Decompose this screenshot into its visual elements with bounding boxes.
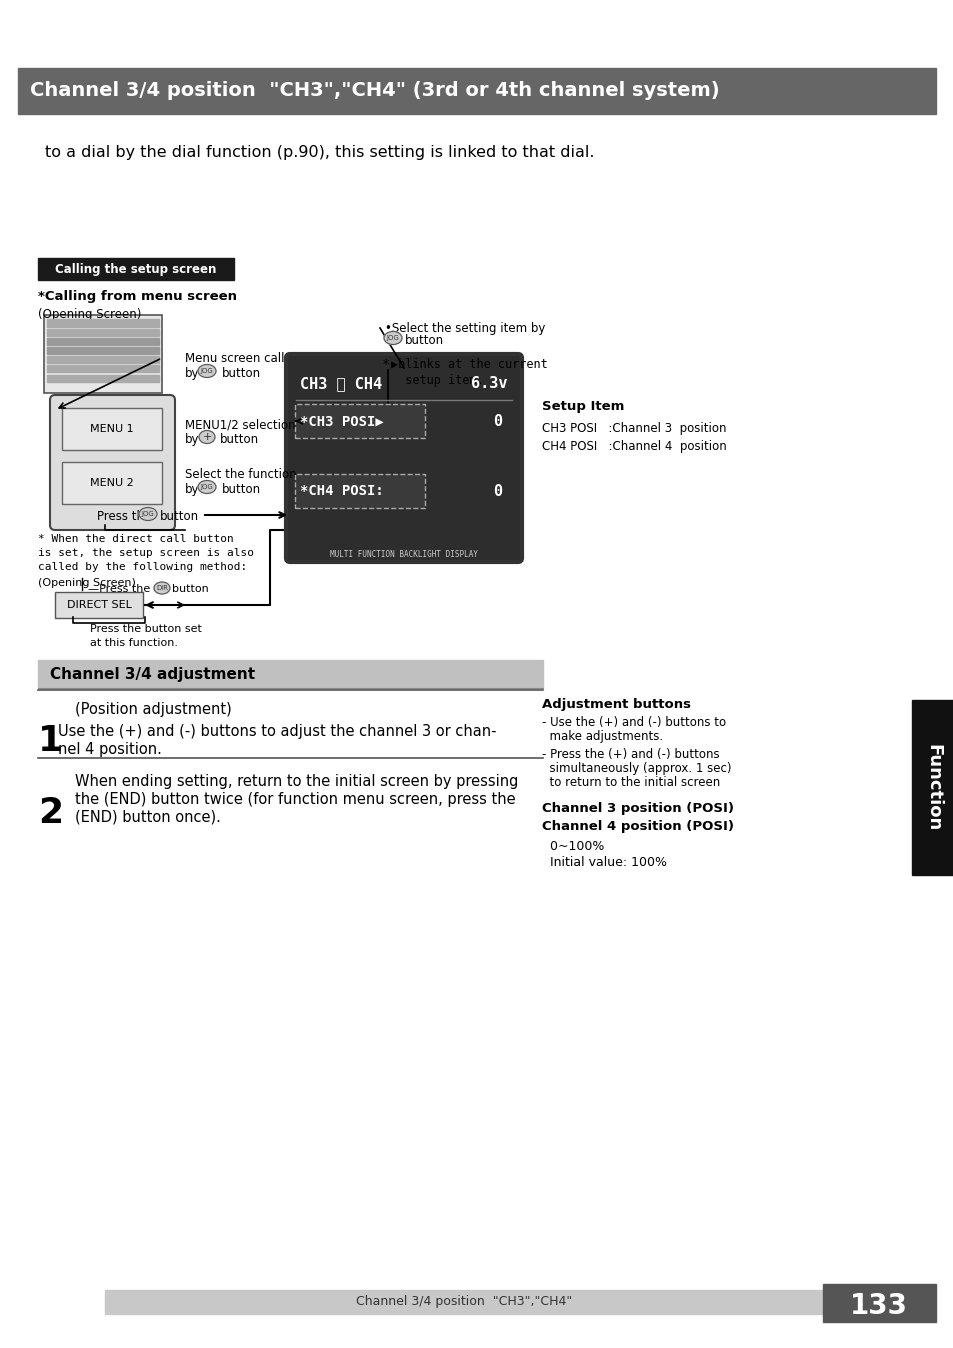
Text: Press the: Press the (97, 510, 152, 523)
Bar (38, 257, 233, 280)
Text: •Select the setting item by: •Select the setting item by (385, 322, 545, 336)
Bar (911, 700, 953, 875)
Bar (47, 329, 159, 336)
Text: is set, the setup screen is also: is set, the setup screen is also (38, 549, 253, 558)
Text: (Position adjustment): (Position adjustment) (75, 702, 232, 717)
Text: at this function.: at this function. (90, 638, 178, 648)
Text: Calling the setup screen: Calling the setup screen (55, 263, 216, 275)
Text: ▶blinks at the current: ▶blinks at the current (391, 359, 547, 371)
Bar (47, 365, 159, 372)
Bar (38, 661, 542, 687)
Text: 6.3v: 6.3v (471, 376, 507, 391)
Text: button: button (220, 433, 259, 446)
Text: MENU1/2 selection: MENU1/2 selection (185, 418, 295, 431)
Text: 2: 2 (38, 797, 63, 830)
Text: 0: 0 (493, 414, 501, 429)
Text: *: * (382, 359, 389, 371)
Text: button: button (222, 483, 261, 496)
Text: *CH3 POSI▶: *CH3 POSI▶ (299, 414, 383, 429)
Text: Channel 3/4 adjustment: Channel 3/4 adjustment (50, 666, 254, 682)
Text: 0: 0 (493, 484, 501, 499)
Text: by: by (185, 483, 199, 496)
Ellipse shape (153, 582, 170, 594)
Bar (47, 338, 159, 345)
Text: Press the button set: Press the button set (90, 624, 202, 634)
Text: JOG: JOG (141, 511, 154, 518)
Text: Adjustment buttons: Adjustment buttons (541, 698, 690, 710)
Text: Menu screen call: Menu screen call (185, 352, 284, 365)
Ellipse shape (384, 332, 401, 345)
Text: 0~100%: 0~100% (541, 840, 604, 853)
Bar (294, 404, 424, 438)
Text: setup item.: setup item. (391, 373, 483, 387)
Bar (47, 375, 159, 381)
Text: (END) button once).: (END) button once). (75, 810, 221, 825)
Text: * When the direct call button: * When the direct call button (38, 534, 233, 545)
Text: 1: 1 (38, 724, 63, 758)
Bar (822, 1285, 935, 1322)
Text: button: button (222, 367, 261, 380)
Text: to a dial by the dial function (p.90), this setting is linked to that dial.: to a dial by the dial function (p.90), t… (45, 146, 594, 160)
Text: When ending setting, return to the initial screen by pressing: When ending setting, return to the initi… (75, 774, 517, 789)
Ellipse shape (139, 507, 157, 520)
Text: CH3 POSI   :Channel 3  position: CH3 POSI :Channel 3 position (541, 422, 726, 435)
Text: Channel 4 position (POSI): Channel 4 position (POSI) (541, 820, 733, 833)
Text: 133: 133 (849, 1291, 907, 1320)
Text: Function: Function (923, 744, 941, 832)
Text: Channel 3/4 position  "CH3","CH4" (3rd or 4th channel system): Channel 3/4 position "CH3","CH4" (3rd or… (30, 81, 719, 101)
Text: - Press the (+) and (-) buttons: - Press the (+) and (-) buttons (541, 748, 719, 762)
Text: button: button (160, 510, 199, 523)
Text: Channel 3 position (POSI): Channel 3 position (POSI) (541, 802, 733, 816)
Text: CH3 ⁄ CH4: CH3 ⁄ CH4 (299, 376, 382, 391)
Bar (47, 319, 159, 328)
Text: —Press the: —Press the (88, 584, 150, 594)
Bar (294, 474, 424, 508)
Text: make adjustments.: make adjustments. (541, 731, 662, 743)
Text: by: by (185, 433, 199, 446)
Text: - Use the (+) and (-) buttons to: - Use the (+) and (-) buttons to (541, 716, 725, 729)
Bar (47, 346, 159, 355)
Bar (18, 67, 935, 115)
Bar (105, 1290, 822, 1314)
Text: DIR: DIR (156, 585, 168, 590)
Ellipse shape (198, 364, 215, 377)
Bar (62, 462, 162, 504)
Text: Setup Item: Setup Item (541, 400, 623, 412)
Text: JOG: JOG (200, 368, 213, 373)
Text: button: button (405, 334, 444, 346)
Text: *Calling from menu screen: *Calling from menu screen (38, 290, 236, 303)
Text: JOG: JOG (200, 484, 213, 491)
Ellipse shape (199, 430, 214, 443)
Bar (55, 592, 143, 617)
Text: Use the (+) and (-) buttons to adjust the channel 3 or chan-: Use the (+) and (-) buttons to adjust th… (58, 724, 496, 739)
Text: MULTI FUNCTION BACKLIGHT DISPLAY: MULTI FUNCTION BACKLIGHT DISPLAY (330, 550, 477, 559)
Text: CH4 POSI   :Channel 4  position: CH4 POSI :Channel 4 position (541, 439, 726, 453)
Text: button: button (172, 584, 209, 594)
Bar (47, 356, 159, 363)
Text: to return to the initial screen: to return to the initial screen (541, 776, 720, 789)
Text: (Opening Screen): (Opening Screen) (38, 307, 141, 321)
Text: simultaneously (approx. 1 sec): simultaneously (approx. 1 sec) (541, 762, 731, 775)
Text: +: + (202, 431, 212, 442)
Bar (44, 315, 162, 394)
Bar (62, 408, 162, 450)
Text: (Opening Screen): (Opening Screen) (38, 578, 135, 588)
Text: MENU 2: MENU 2 (90, 479, 133, 488)
Ellipse shape (198, 480, 215, 493)
Text: the (END) button twice (for function menu screen, press the: the (END) button twice (for function men… (75, 793, 515, 807)
Text: Select the function: Select the function (185, 468, 296, 481)
Text: Initial value: 100%: Initial value: 100% (541, 856, 666, 869)
Text: JOG: JOG (386, 336, 399, 341)
Text: Channel 3/4 position  "CH3","CH4": Channel 3/4 position "CH3","CH4" (355, 1295, 572, 1309)
Text: *CH4 POSI:: *CH4 POSI: (299, 484, 383, 497)
FancyBboxPatch shape (286, 355, 521, 562)
Text: by: by (185, 367, 199, 380)
Text: MENU 1: MENU 1 (91, 425, 133, 434)
Text: nel 4 position.: nel 4 position. (58, 741, 162, 758)
Text: DIRECT SEL: DIRECT SEL (67, 600, 132, 611)
FancyBboxPatch shape (50, 395, 174, 530)
Text: called by the following method:: called by the following method: (38, 562, 247, 572)
